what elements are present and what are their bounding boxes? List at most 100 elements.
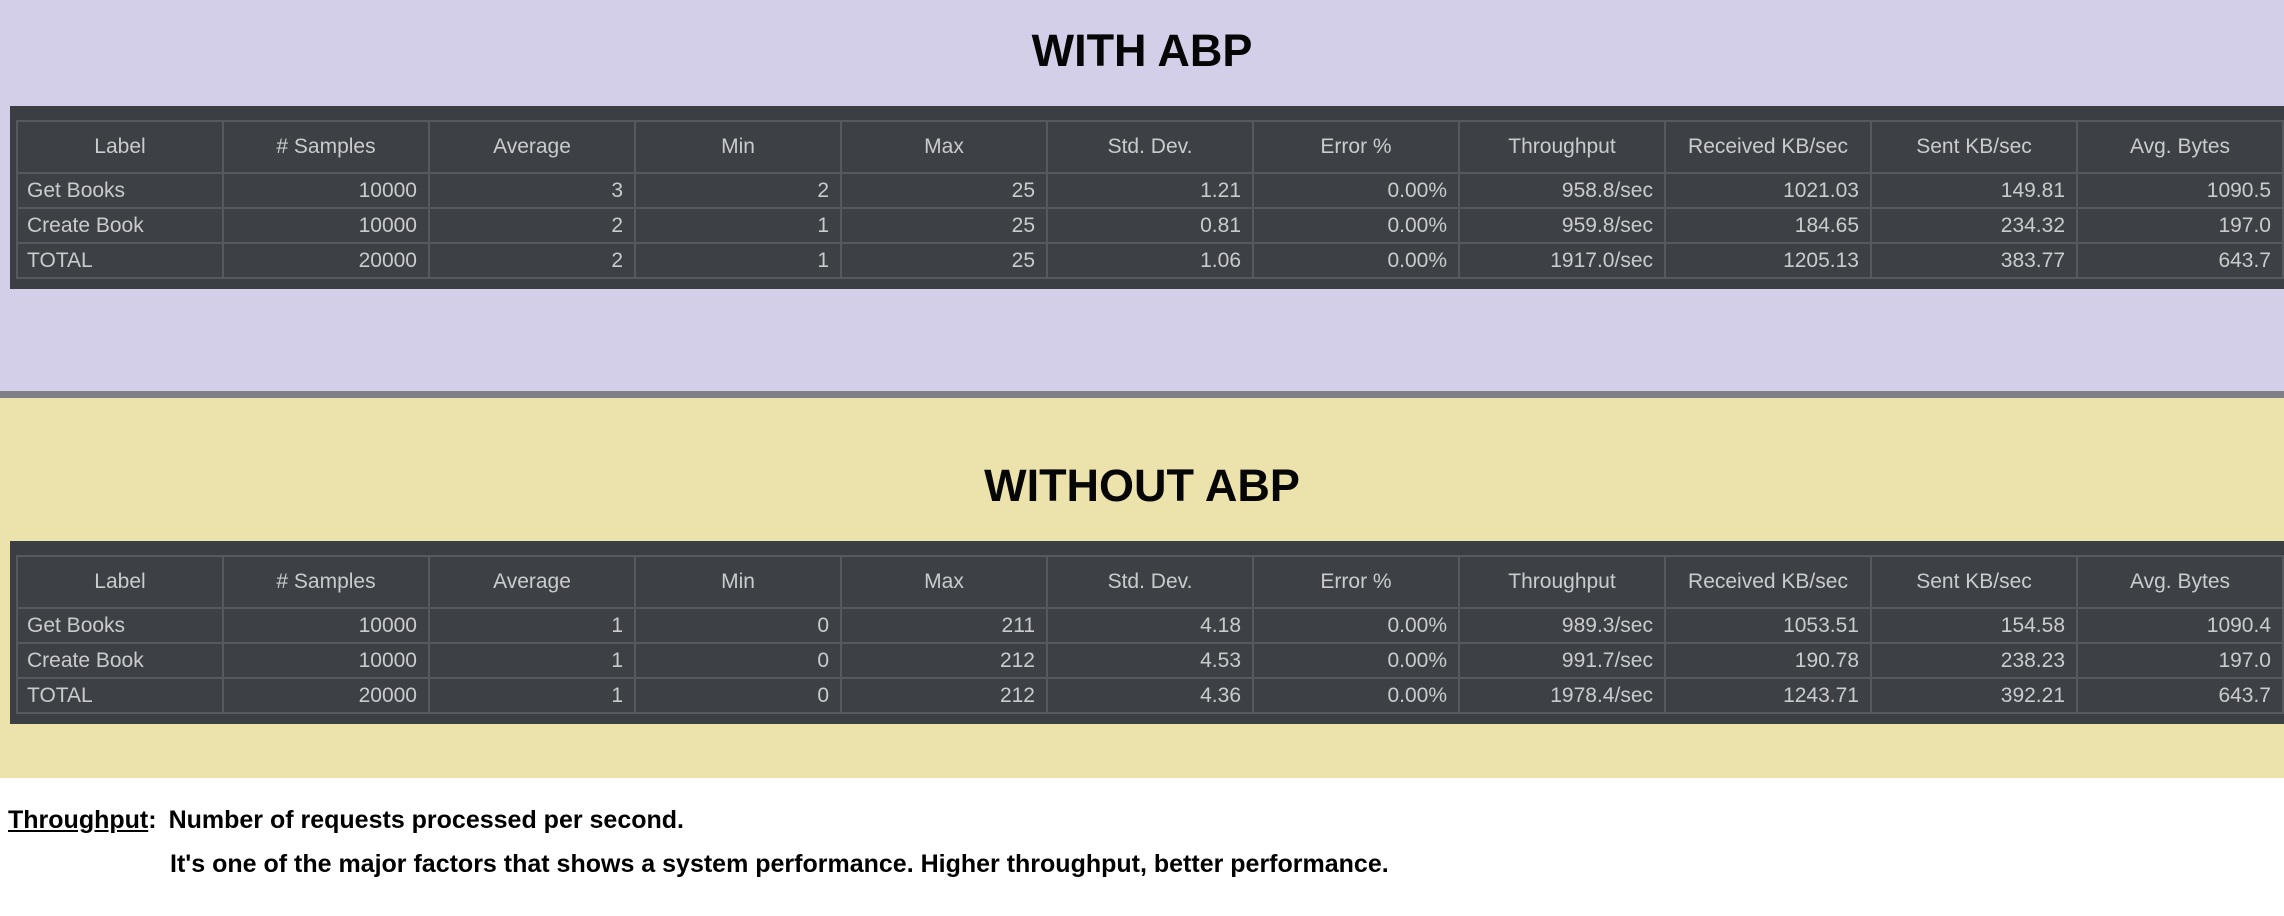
value-cell-max: 212 <box>840 677 1048 714</box>
column-header-throughput: Throughput <box>1458 555 1666 609</box>
value-cell-received-kb-sec: 190.78 <box>1664 642 1872 679</box>
footnote-colon: : <box>148 806 157 834</box>
value-cell-samples: 10000 <box>222 172 430 209</box>
performance-report-page: WITH ABP Label # Samples Average Min Max Std.… <box>0 0 2284 880</box>
column-header-received-kb-sec: Received KB/sec <box>1664 555 1872 609</box>
value-cell-throughput: 991.7/sec <box>1458 642 1666 679</box>
value-cell-min: 0 <box>634 677 842 714</box>
value-cell-sent-kb-sec: 154.58 <box>1870 607 2078 644</box>
value-cell-sent-kb-sec: 238.23 <box>1870 642 2078 679</box>
value-cell-sent-kb-sec: 149.81 <box>1870 172 2078 209</box>
row-label-cell: TOTAL <box>16 677 224 714</box>
value-cell-sent-kb-sec: 383.77 <box>1870 242 2078 279</box>
row-label-cell: Create Book <box>16 207 224 244</box>
value-cell-samples: 10000 <box>222 642 430 679</box>
value-cell-avg-bytes: 643.7 <box>2076 242 2284 279</box>
table-row-total: TOTAL 20000 1 0 212 4.36 0.00% 1978.4/sec 1243.7… <box>16 677 2284 714</box>
table-body: Get Books 10000 1 0 211 4.18 0.00% 989.3/sec 105… <box>16 607 2284 714</box>
value-cell-received-kb-sec: 1205.13 <box>1664 242 1872 279</box>
section-divider <box>0 391 2284 398</box>
value-cell-max: 25 <box>840 207 1048 244</box>
throughput-footnote: Throughput: Number of requests processed … <box>0 778 2284 880</box>
value-cell-avg-bytes: 197.0 <box>2076 642 2284 679</box>
value-cell-avg-bytes: 197.0 <box>2076 207 2284 244</box>
footnote-line-2: It's one of the major factors that shows… <box>170 850 1389 878</box>
value-cell-received-kb-sec: 1053.51 <box>1664 607 1872 644</box>
value-cell-throughput: 989.3/sec <box>1458 607 1666 644</box>
value-cell-error: 0.00% <box>1252 677 1460 714</box>
value-cell-error: 0.00% <box>1252 607 1460 644</box>
column-header-received-kb-sec: Received KB/sec <box>1664 120 1872 174</box>
value-cell-max: 211 <box>840 607 1048 644</box>
column-header-error: Error % <box>1252 120 1460 174</box>
value-cell-avg-bytes: 1090.5 <box>2076 172 2284 209</box>
value-cell-std-dev: 1.21 <box>1046 172 1254 209</box>
section-without-abp: WITHOUT ABP Label # Samples Average Min Max S… <box>0 398 2284 778</box>
value-cell-average: 2 <box>428 242 636 279</box>
column-header-average: Average <box>428 555 636 609</box>
section-title-without-abp: WITHOUT ABP <box>984 460 1300 511</box>
header-row: Label # Samples Average Min Max Std. Dev. Erro… <box>16 120 2284 174</box>
value-cell-max: 212 <box>840 642 1048 679</box>
value-cell-throughput: 959.8/sec <box>1458 207 1666 244</box>
table-panel-without-abp: Label # Samples Average Min Max Std. Dev. Erro… <box>10 541 2284 724</box>
value-cell-error: 0.00% <box>1252 172 1460 209</box>
value-cell-average: 2 <box>428 207 636 244</box>
value-cell-std-dev: 1.06 <box>1046 242 1254 279</box>
value-cell-throughput: 958.8/sec <box>1458 172 1666 209</box>
column-header-label: Label <box>16 555 224 609</box>
header-row: Label # Samples Average Min Max Std. Dev. Erro… <box>16 555 2284 609</box>
row-label-cell: Get Books <box>16 607 224 644</box>
value-cell-error: 0.00% <box>1252 207 1460 244</box>
value-cell-avg-bytes: 1090.4 <box>2076 607 2284 644</box>
value-cell-error: 0.00% <box>1252 642 1460 679</box>
value-cell-received-kb-sec: 184.65 <box>1664 207 1872 244</box>
column-header-sent-kb-sec: Sent KB/sec <box>1870 120 2078 174</box>
column-header-throughput: Throughput <box>1458 120 1666 174</box>
table-row-get-books: Get Books 10000 1 0 211 4.18 0.00% 989.3/sec 105… <box>16 607 2284 644</box>
aggregate-report-table-without-abp: Label # Samples Average Min Max Std. Dev. Erro… <box>16 555 2284 714</box>
column-header-avg-bytes: Avg. Bytes <box>2076 120 2284 174</box>
value-cell-average: 1 <box>428 677 636 714</box>
value-cell-samples: 20000 <box>222 242 430 279</box>
value-cell-min: 0 <box>634 607 842 644</box>
value-cell-average: 1 <box>428 642 636 679</box>
column-header-max: Max <box>840 555 1048 609</box>
column-header-average: Average <box>428 120 636 174</box>
value-cell-samples: 20000 <box>222 677 430 714</box>
column-header-std-dev: Std. Dev. <box>1046 120 1254 174</box>
column-header-sent-kb-sec: Sent KB/sec <box>1870 555 2078 609</box>
column-header-avg-bytes: Avg. Bytes <box>2076 555 2284 609</box>
value-cell-max: 25 <box>840 172 1048 209</box>
row-label-cell: TOTAL <box>16 242 224 279</box>
footnote-definition: Number of requests processed per second. <box>168 806 684 834</box>
column-header-max: Max <box>840 120 1048 174</box>
row-label-cell: Create Book <box>16 642 224 679</box>
table-head: Label # Samples Average Min Max Std. Dev. Erro… <box>16 555 2284 609</box>
value-cell-min: 0 <box>634 642 842 679</box>
value-cell-max: 25 <box>840 242 1048 279</box>
value-cell-sent-kb-sec: 392.21 <box>1870 677 2078 714</box>
value-cell-std-dev: 4.53 <box>1046 642 1254 679</box>
table-body: Get Books 10000 3 2 25 1.21 0.00% 958.8/sec 1021… <box>16 172 2284 279</box>
value-cell-min: 1 <box>634 207 842 244</box>
column-header-min: Min <box>634 555 842 609</box>
value-cell-samples: 10000 <box>222 607 430 644</box>
value-cell-error: 0.00% <box>1252 242 1460 279</box>
value-cell-throughput: 1917.0/sec <box>1458 242 1666 279</box>
row-label-cell: Get Books <box>16 172 224 209</box>
column-header-samples: # Samples <box>222 555 430 609</box>
value-cell-received-kb-sec: 1243.71 <box>1664 677 1872 714</box>
value-cell-received-kb-sec: 1021.03 <box>1664 172 1872 209</box>
column-header-label: Label <box>16 120 224 174</box>
column-header-error: Error % <box>1252 555 1460 609</box>
value-cell-min: 1 <box>634 242 842 279</box>
table-row-get-books: Get Books 10000 3 2 25 1.21 0.00% 958.8/sec 1021… <box>16 172 2284 209</box>
footnote-term: Throughput <box>8 806 149 834</box>
column-header-samples: # Samples <box>222 120 430 174</box>
value-cell-std-dev: 0.81 <box>1046 207 1254 244</box>
value-cell-sent-kb-sec: 234.32 <box>1870 207 2078 244</box>
value-cell-std-dev: 4.36 <box>1046 677 1254 714</box>
table-head: Label # Samples Average Min Max Std. Dev. Erro… <box>16 120 2284 174</box>
value-cell-avg-bytes: 643.7 <box>2076 677 2284 714</box>
